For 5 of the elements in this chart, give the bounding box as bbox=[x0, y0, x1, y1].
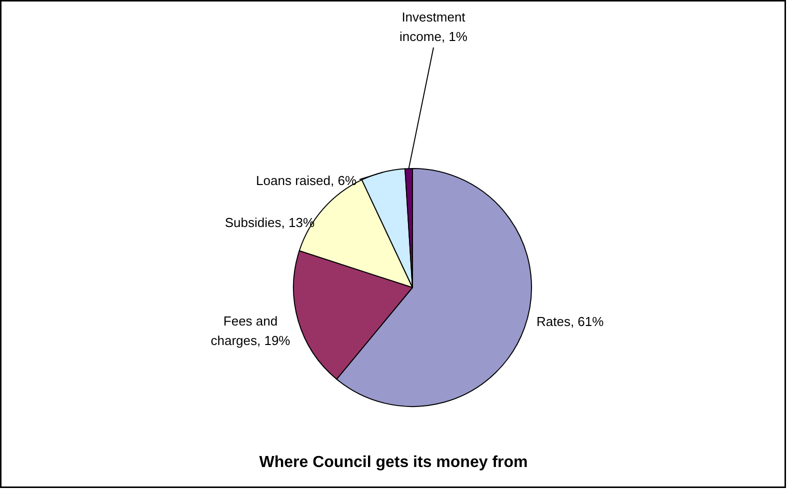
slice-label: Investment income, 1% bbox=[400, 9, 468, 44]
slice-label: Loans raised, 6% bbox=[256, 173, 357, 188]
slice-label: Rates, 61% bbox=[536, 314, 604, 329]
slice-label: Fees and charges, 19% bbox=[210, 313, 291, 348]
text: Where Council gets its money from bbox=[259, 454, 528, 471]
